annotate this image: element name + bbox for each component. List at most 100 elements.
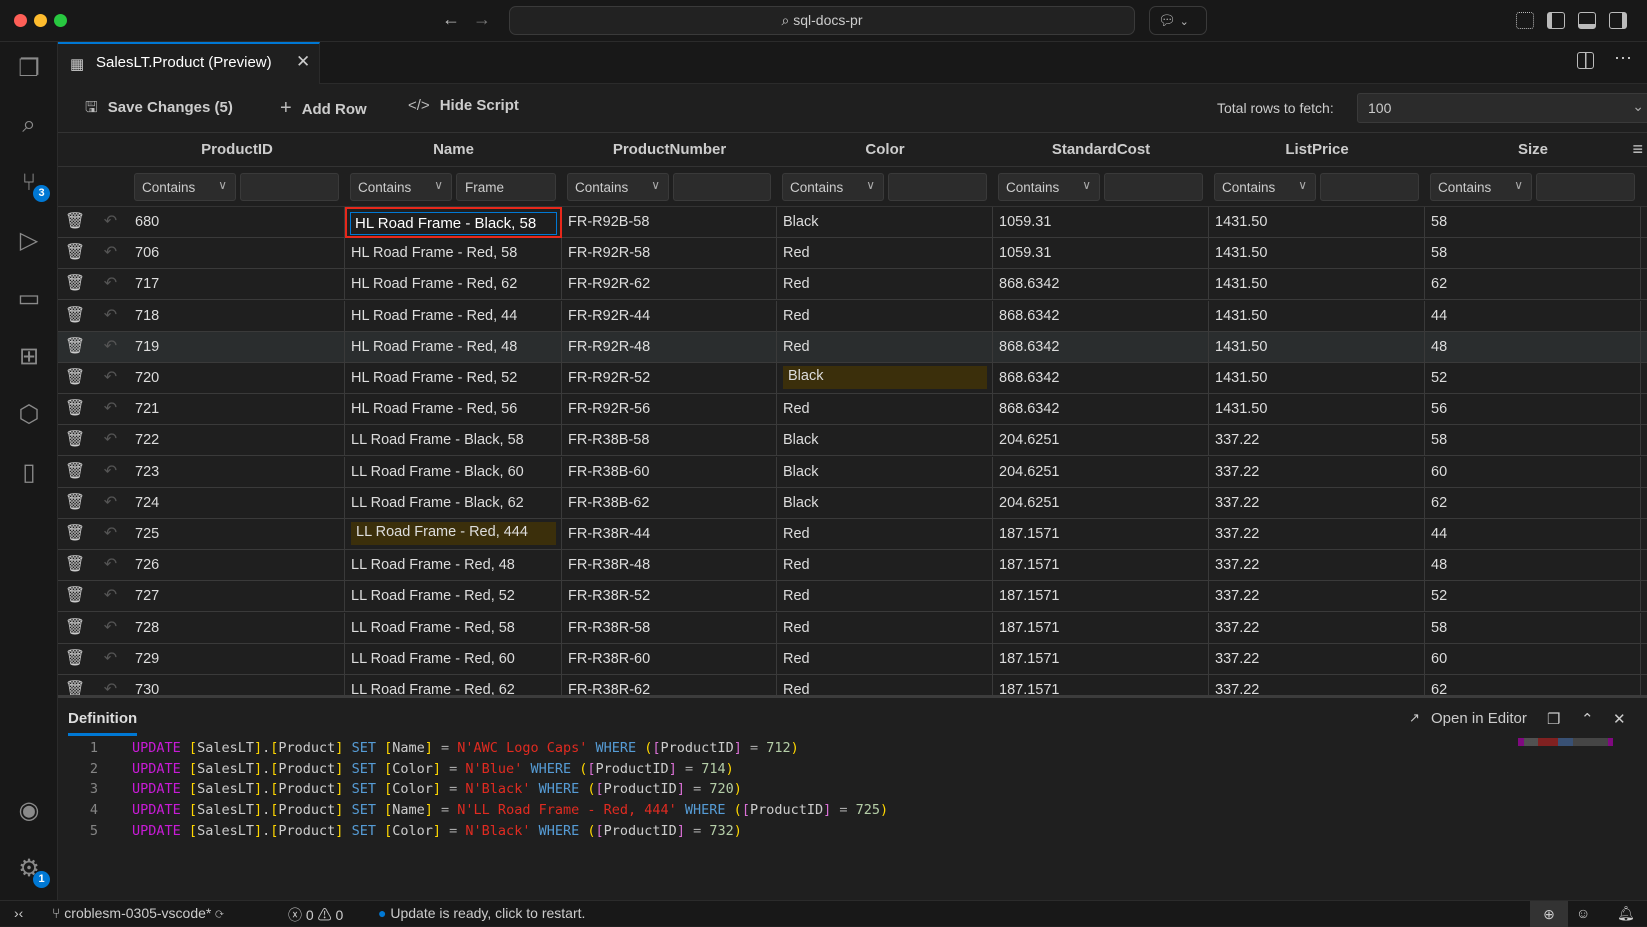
maximize-window-button[interactable] (54, 14, 67, 27)
table-row[interactable]: 🗑︎ ↶ 722 LL Road Frame - Black, 58 FR-R38B-5… (58, 425, 1647, 457)
cell-productid[interactable]: 726 (129, 550, 345, 582)
book-icon[interactable]: ▯ (22, 459, 36, 486)
cell-size[interactable]: 44 (1425, 300, 1641, 332)
cell-productnumber[interactable]: FR-R38B-58 (562, 425, 777, 457)
save-changes-button[interactable]: 🖫︎ Save Changes (5) (85, 97, 233, 122)
cell-productnumber[interactable]: FR-R92R-56 (562, 394, 777, 426)
trash-icon[interactable]: 🗑︎ (64, 681, 86, 695)
close-window-button[interactable] (14, 14, 27, 27)
cell-productid[interactable]: 724 (129, 487, 345, 519)
cell-productnumber[interactable]: FR-R92R-52 (562, 363, 777, 394)
cell-productid[interactable]: 727 (129, 581, 345, 613)
cell-size[interactable]: 58 (1425, 207, 1641, 238)
more-actions-icon[interactable]: ⋯ (1614, 48, 1632, 68)
cell-standardcost[interactable]: 187.1571 (993, 581, 1209, 613)
cell-productnumber[interactable]: FR-R38R-60 (562, 643, 777, 675)
table-row[interactable]: 🗑︎ ↶ 726 LL Road Frame - Red, 48 FR-R38R-48 R… (58, 550, 1647, 582)
cell-color[interactable]: Black (777, 207, 993, 238)
remote-icon[interactable]: ›‹ (14, 905, 24, 921)
add-row-button[interactable]: + Add Row (280, 97, 367, 120)
cell-name[interactable]: HL Road Frame - Red, 62 (345, 269, 562, 301)
filter-value-input[interactable] (673, 173, 771, 201)
cell-standardcost[interactable]: 187.1571 (993, 643, 1209, 675)
cell-productnumber[interactable]: FR-R38B-60 (562, 456, 777, 488)
trash-icon[interactable]: 🗑︎ (64, 587, 86, 605)
debug-icon[interactable]: ▷ (19, 227, 39, 254)
zoom-icon[interactable]: ⊕ (1530, 901, 1568, 927)
cell-color[interactable]: Red (777, 394, 993, 426)
cell-name[interactable]: LL Road Frame - Black, 62 (345, 487, 562, 519)
tab-saleslt-product[interactable]: ▦ SalesLT.Product (Preview) ✕ (58, 42, 320, 84)
cell-productid[interactable]: 721 (129, 394, 345, 426)
cell-size[interactable]: 52 (1425, 363, 1641, 394)
command-center-search[interactable]: ⌕ sql-docs-pr (509, 6, 1135, 35)
cell-listprice[interactable]: 1431.50 (1209, 363, 1425, 394)
table-row[interactable]: 🗑︎ ↶ 721 HL Road Frame - Red, 56 FR-R92R-56 R… (58, 394, 1647, 426)
trash-icon[interactable]: 🗑︎ (64, 244, 86, 262)
cell-productnumber[interactable]: FR-R92R-44 (562, 300, 777, 332)
minimap[interactable] (1518, 738, 1613, 746)
filter-operator-select[interactable]: Contains ∨ (1430, 173, 1532, 201)
cell-productid[interactable]: 720 (129, 363, 345, 394)
undo-icon[interactable]: ↶ (103, 369, 118, 386)
cell-color[interactable]: Red (777, 550, 993, 582)
cell-productnumber[interactable]: FR-R92R-58 (562, 238, 777, 270)
column-header-productnumber[interactable]: ProductNumber (612, 141, 727, 158)
cell-productid[interactable]: 718 (129, 300, 345, 332)
open-in-editor-button[interactable]: Open in Editor (1431, 710, 1527, 727)
bell-icon[interactable]: 🔔︎ (1617, 905, 1635, 921)
arrow-right-icon[interactable]: → (473, 9, 491, 29)
account-icon[interactable]: ◉ (18, 797, 40, 824)
cell-standardcost[interactable]: 204.6251 (993, 456, 1209, 488)
cell-size[interactable]: 58 (1425, 612, 1641, 644)
cell-standardcost[interactable]: 868.6342 (993, 363, 1209, 394)
undo-icon[interactable]: ↶ (103, 306, 118, 324)
cell-name[interactable]: LL Road Frame - Black, 60 (345, 456, 562, 488)
cell-standardcost[interactable]: 868.6342 (993, 394, 1209, 426)
cell-listprice[interactable]: 1431.50 (1209, 207, 1425, 238)
column-header-size[interactable]: Size (1517, 141, 1548, 158)
cell-productid[interactable]: 725 (129, 519, 345, 550)
filter-operator-select[interactable]: Contains ∨ (134, 173, 236, 201)
undo-icon[interactable]: ↶ (103, 556, 118, 574)
trash-icon[interactable]: 🗑︎ (64, 618, 86, 636)
chevron-up-icon[interactable]: ⌃ (1581, 711, 1594, 728)
cell-listprice[interactable]: 337.22 (1209, 487, 1425, 519)
trash-icon[interactable]: 🗑︎ (64, 431, 86, 449)
cell-standardcost[interactable]: 1059.31 (993, 207, 1209, 238)
undo-icon[interactable]: ↶ (103, 493, 118, 511)
table-row[interactable]: 🗑︎ ↶ 720 HL Road Frame - Red, 52 FR-R92R-52 B… (58, 363, 1647, 394)
cell-name[interactable]: HL Road Frame - Black, 58 (345, 207, 562, 238)
cell-productid[interactable]: 719 (129, 331, 345, 363)
minimize-window-button[interactable] (34, 14, 47, 27)
undo-icon[interactable]: ↶ (103, 244, 118, 262)
cell-size[interactable]: 58 (1425, 425, 1641, 457)
cell-color[interactable]: Red (777, 238, 993, 270)
undo-icon[interactable]: ↶ (103, 213, 118, 230)
cell-name[interactable]: LL Road Frame - Red, 52 (345, 581, 562, 613)
table-row[interactable]: 🗑︎ ↶ 718 HL Road Frame - Red, 44 FR-R92R-44 R… (58, 300, 1647, 332)
cell-productid[interactable]: 730 (129, 675, 345, 695)
cell-productid[interactable]: 729 (129, 643, 345, 675)
cell-name[interactable]: HL Road Frame - Red, 58 (345, 238, 562, 270)
filter-operator-select[interactable]: Contains ∨ (782, 173, 884, 201)
cell-color[interactable]: Red (777, 581, 993, 613)
cell-listprice[interactable]: 337.22 (1209, 550, 1425, 582)
table-row[interactable]: 🗑︎ ↶ 706 HL Road Frame - Red, 58 FR-R92R-58 R… (58, 238, 1647, 270)
cell-color[interactable]: Red (777, 643, 993, 675)
column-header-productid[interactable]: ProductID (201, 141, 273, 158)
cell-standardcost[interactable]: 187.1571 (993, 519, 1209, 550)
filter-value-input[interactable] (1104, 173, 1203, 201)
trash-icon[interactable]: 🗑︎ (64, 556, 86, 574)
trash-icon[interactable]: 🗑︎ (64, 213, 86, 230)
cell-listprice[interactable]: 1431.50 (1209, 238, 1425, 270)
cell-productid[interactable]: 722 (129, 425, 345, 457)
cell-size[interactable]: 48 (1425, 331, 1641, 363)
arrow-left-icon[interactable]: ← (442, 9, 460, 29)
search-icon[interactable]: ⌕ (22, 111, 36, 138)
cell-name[interactable]: HL Road Frame - Red, 48 (345, 331, 562, 363)
source-control-icon[interactable]: ⑂ 3 (14, 168, 50, 202)
cell-listprice[interactable]: 337.22 (1209, 581, 1425, 613)
undo-icon[interactable]: ↶ (103, 587, 118, 605)
undo-icon[interactable]: ↶ (103, 525, 118, 542)
